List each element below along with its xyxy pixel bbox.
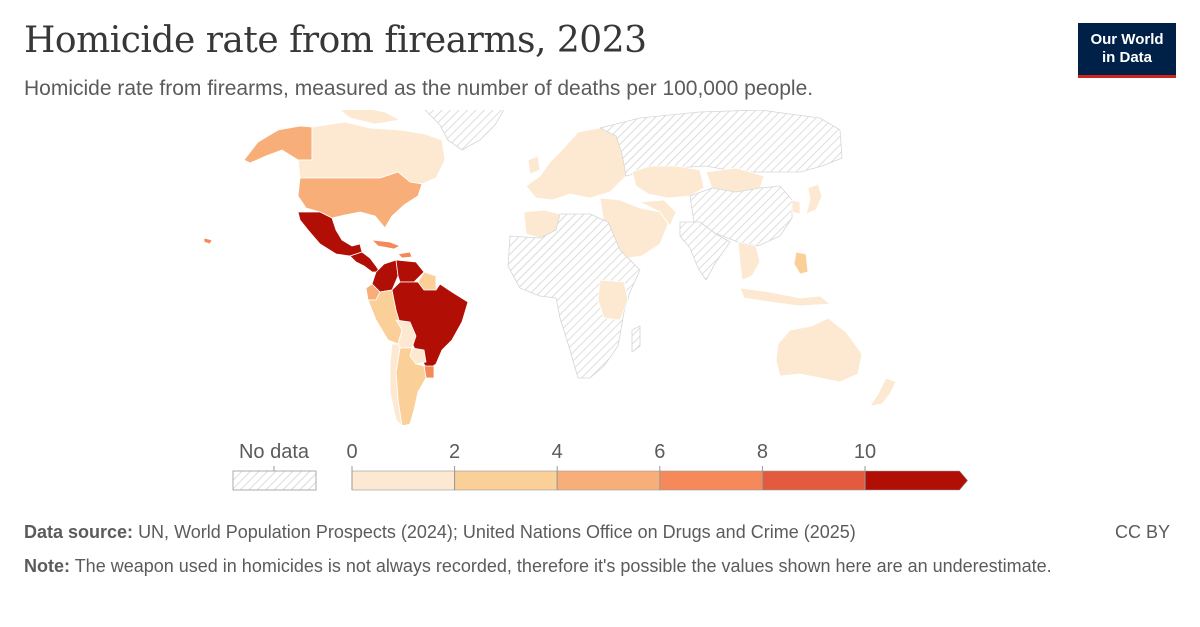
- map-region-east-africa: [597, 279, 629, 321]
- map-region-mexico: [297, 211, 363, 257]
- source-text: UN, World Population Prospects (2024); U…: [138, 522, 856, 542]
- legend-bin-2: [556, 470, 661, 491]
- map-region-caribbean-2: [397, 251, 413, 259]
- map-legend: No data 0 2 4 6 8 10: [232, 441, 968, 491]
- legend-bin-4: [762, 470, 866, 491]
- source-label: Data source:: [24, 522, 134, 542]
- license-link[interactable]: CC BY: [1114, 522, 1170, 542]
- map-region-new-zealand: [869, 377, 897, 407]
- map-region-iran: [639, 199, 677, 227]
- note: Note: The weapon used in homicides is no…: [24, 555, 1084, 578]
- legend-bin-5: [864, 470, 968, 491]
- map-region-australia: [775, 317, 863, 383]
- legend-tick-label-0: 0: [346, 441, 357, 463]
- legend-bin-0: [351, 470, 455, 491]
- map-region-caribbean: [371, 239, 401, 250]
- data-source: Data source: UN, World Population Prospe…: [24, 522, 856, 543]
- legend-bin-3: [659, 470, 763, 491]
- legend-tick-label-2: 4: [552, 441, 563, 463]
- note-text: The weapon used in homicides is not alwa…: [74, 556, 1052, 576]
- world-map: [203, 110, 897, 425]
- map-region-kazakhstan: [631, 165, 705, 199]
- map-region-africa: [507, 213, 641, 379]
- map-region-southeast-asia: [737, 241, 761, 281]
- map-region-russia: [599, 110, 843, 177]
- map-region-alaska: [243, 125, 313, 164]
- legend-tick-label-1: 2: [449, 441, 460, 463]
- owid-logo[interactable]: Our World in Data: [1078, 23, 1176, 78]
- map-region-hawaii: [203, 237, 213, 245]
- chart-subtitle: Homicide rate from firearms, measured as…: [24, 77, 814, 100]
- logo-line-1: Our World: [1090, 31, 1164, 48]
- legend-tick-label-5: 10: [854, 441, 876, 463]
- map-region-greenland: [424, 110, 505, 151]
- legend-no-data-label: No data: [239, 441, 310, 463]
- legend-tick-labels: 0 2 4 6 8 10: [346, 441, 876, 490]
- map-region-uk: [527, 155, 541, 175]
- map-region-arctic-islands: [339, 110, 401, 125]
- legend-no-data-swatch: [232, 470, 317, 491]
- map-region-central-america: [349, 251, 381, 273]
- map-region-korea: [791, 199, 801, 215]
- map-region-colombia: [371, 259, 399, 293]
- map-region-chile: [389, 343, 403, 425]
- logo-line-2: in Data: [1101, 49, 1152, 66]
- map-region-india: [679, 221, 731, 281]
- legend-tick-label-3: 6: [654, 441, 665, 463]
- map-region-united-states: [297, 171, 423, 229]
- map-region-indonesia: [739, 287, 831, 307]
- map-region-japan: [805, 183, 823, 215]
- legend-tick-label-4: 8: [757, 441, 768, 463]
- note-label: Note:: [24, 556, 70, 576]
- legend-bin-1: [454, 470, 558, 491]
- logo-accent-bar: [1078, 75, 1176, 78]
- map-region-canada: [297, 121, 446, 185]
- map-region-philippines: [793, 251, 809, 275]
- map-region-madagascar: [631, 325, 641, 353]
- map-region-europe: [525, 127, 627, 201]
- chart-title: Homicide rate from firearms, 2023: [24, 20, 647, 61]
